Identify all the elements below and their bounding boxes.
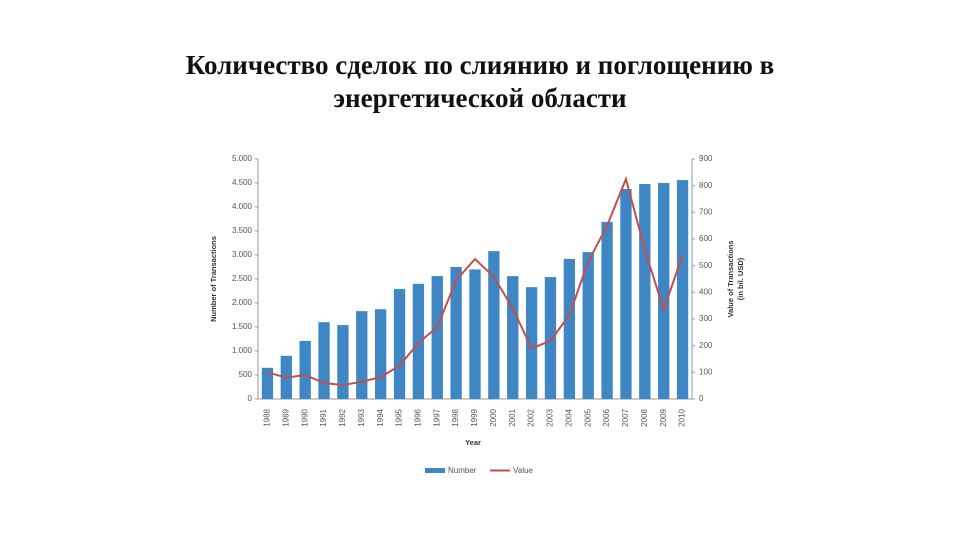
x-tick-label: 2001 <box>508 408 517 426</box>
legend-label: Value <box>513 466 533 475</box>
y-tick-label: 2.000 <box>232 298 253 307</box>
x-tick-label: 1995 <box>395 408 404 426</box>
x-tick-label: 1998 <box>451 408 460 426</box>
x-axis-label: Year <box>465 438 481 447</box>
y-tick-label: 5.000 <box>232 154 253 163</box>
legend-swatch <box>425 468 445 473</box>
x-tick-label: 1989 <box>281 408 290 426</box>
x-tick-label: 1991 <box>319 408 328 426</box>
y2-tick-label: 600 <box>699 234 713 243</box>
bar <box>639 183 651 399</box>
y-tick-label: 1.000 <box>232 346 253 355</box>
x-tick-label: 2002 <box>527 408 536 426</box>
bar <box>582 252 594 399</box>
x-tick-label: 1994 <box>376 408 385 426</box>
bar <box>658 183 670 399</box>
x-tick-label: 1999 <box>470 408 479 426</box>
bar <box>601 221 613 399</box>
y2-tick-label: 0 <box>699 394 704 403</box>
bar <box>507 276 519 399</box>
y-tick-label: 3.000 <box>232 250 253 259</box>
bar <box>337 325 349 399</box>
x-tick-label: 2006 <box>602 408 611 426</box>
x-tick-label: 1988 <box>263 408 272 426</box>
y2-tick-label: 200 <box>699 341 713 350</box>
x-tick-label: 1996 <box>414 408 423 426</box>
y2-tick-label: 700 <box>699 207 713 216</box>
bar <box>318 322 330 399</box>
x-tick-label: 2009 <box>659 408 668 426</box>
x-tick-label: 2005 <box>583 408 592 426</box>
x-tick-label: 2004 <box>564 408 573 426</box>
y-tick-label: 0 <box>248 394 253 403</box>
x-tick-label: 2007 <box>621 408 630 426</box>
x-tick-label: 1993 <box>357 408 366 426</box>
bar <box>544 277 557 399</box>
bar <box>374 309 387 399</box>
x-tick-label: 2010 <box>678 408 687 426</box>
y-tick-label: 4.000 <box>232 202 253 211</box>
x-tick-label: 1992 <box>338 408 347 426</box>
y-tick-label: 3.500 <box>232 226 253 235</box>
bar <box>563 258 576 399</box>
bar <box>525 287 538 399</box>
slide-title: Количество сделок по слиянию и поглощени… <box>186 50 774 80</box>
y-tick-label: 500 <box>239 370 253 379</box>
y-tick-label: 1.500 <box>232 322 253 331</box>
y2-tick-label: 800 <box>699 181 713 190</box>
y2-tick-label: 300 <box>699 314 713 323</box>
bar <box>469 269 481 399</box>
y-axis-label: Number of Transactions <box>209 236 218 322</box>
y2-axis-label: (in bil. USD) <box>736 257 745 300</box>
x-tick-label: 1997 <box>432 408 441 426</box>
slide-title: энергетической области <box>333 83 626 113</box>
line <box>267 175 684 387</box>
bar <box>261 367 274 399</box>
x-tick-label: 2003 <box>546 408 555 426</box>
bar <box>676 180 689 399</box>
x-tick-label: 1990 <box>300 408 309 426</box>
bar <box>412 283 425 399</box>
bar <box>299 340 311 399</box>
x-tick-label: 2000 <box>489 408 498 426</box>
y2-tick-label: 400 <box>699 287 713 296</box>
y-tick-label: 4.500 <box>232 178 253 187</box>
y2-tick-label: 500 <box>699 261 713 270</box>
x-tick-label: 2008 <box>640 408 649 426</box>
y2-tick-label: 100 <box>699 367 713 376</box>
bar <box>431 276 443 399</box>
bar <box>393 289 406 399</box>
legend-label: Number <box>448 466 477 475</box>
bar <box>356 311 368 399</box>
y2-tick-label: 900 <box>699 154 713 163</box>
bar <box>488 251 500 399</box>
bar <box>620 189 632 399</box>
y2-axis-label: Value of Transactions <box>726 240 735 317</box>
bar <box>450 267 462 399</box>
y-tick-label: 2.500 <box>232 274 253 283</box>
